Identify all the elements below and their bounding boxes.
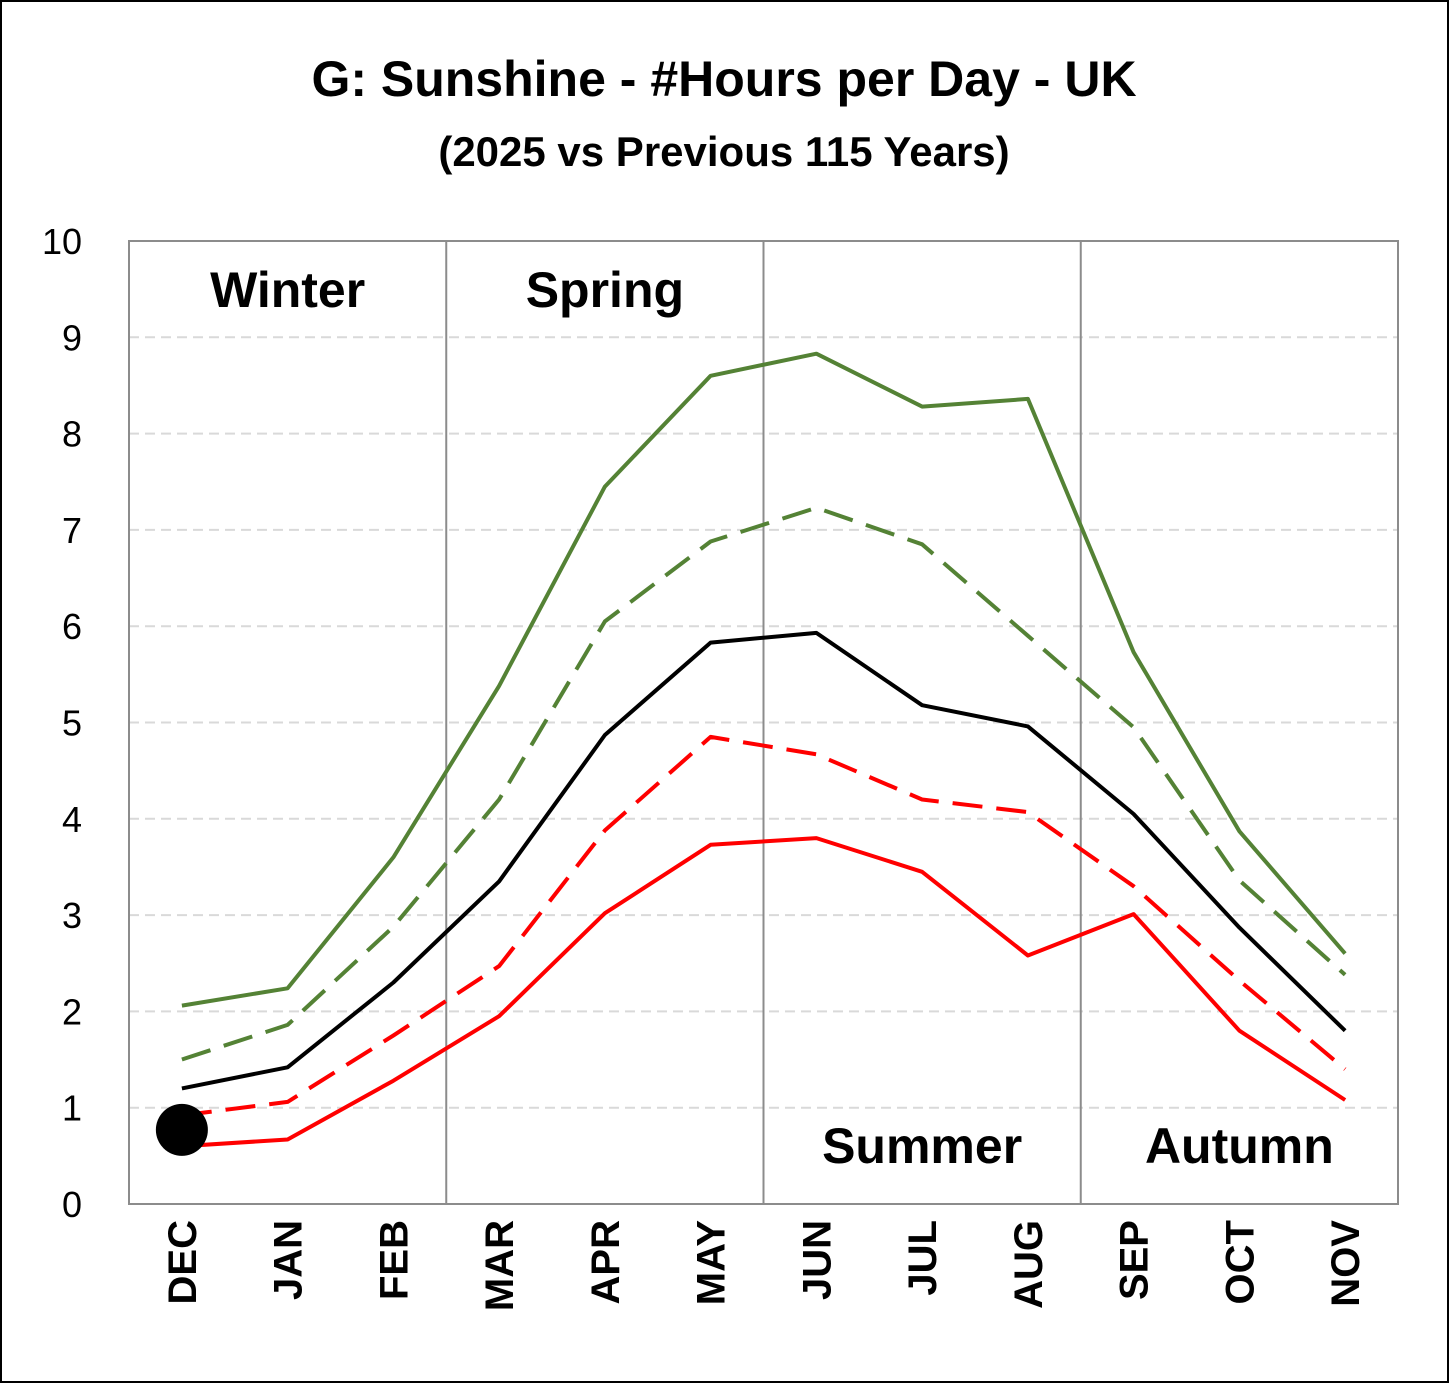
highlight-point-marker	[155, 1103, 208, 1156]
grid-layer	[129, 336, 1398, 1109]
y-tick-label: 1	[62, 1088, 82, 1129]
y-tick-label: 8	[62, 414, 82, 455]
chart-title: G: Sunshine - #Hours per Day - UK	[311, 51, 1136, 107]
x-tick-label: JUL	[901, 1220, 945, 1296]
season-label: Summer	[822, 1118, 1022, 1174]
y-tick-label: 2	[62, 991, 82, 1032]
x-tick-label: FEB	[372, 1220, 416, 1300]
series-layer	[155, 351, 1347, 1156]
series-line-3	[181, 734, 1347, 1118]
axis-layer	[128, 240, 1399, 1205]
plot-area-border	[128, 240, 1399, 1205]
x-tick-label: APR	[584, 1220, 628, 1305]
series-line-0	[181, 351, 1347, 1008]
y-tick-label: 7	[62, 510, 82, 551]
x-tick-label: SEP	[1113, 1220, 1157, 1300]
y-tick-label: 10	[42, 221, 82, 262]
x-tick-label: MAY	[690, 1220, 734, 1306]
x-tick-label: DEC	[161, 1220, 205, 1304]
season-label: Autumn	[1145, 1118, 1334, 1174]
label-layer: 0 1 2 3 4 5 6 7 8 9 10 DEC JAN FEB MAR APR MAY JUN JUL AUG S…	[42, 221, 1368, 1311]
x-tick-label: MAR	[478, 1220, 522, 1311]
season-label: Spring	[526, 262, 684, 318]
y-tick-label: 9	[62, 317, 82, 358]
season-label: Winter	[210, 262, 365, 318]
season-dividers	[445, 241, 1082, 1204]
chart-subtitle: (2025 vs Previous 115 Years)	[438, 128, 1009, 175]
y-tick-label: 6	[62, 606, 82, 647]
y-tick-label: 5	[62, 703, 82, 744]
series-line-4	[181, 836, 1347, 1149]
x-tick-label: JUN	[795, 1220, 839, 1300]
y-tick-label: 4	[62, 799, 82, 840]
y-tick-label: 0	[62, 1184, 82, 1225]
y-tick-label: 3	[62, 895, 82, 936]
series-line-2	[181, 630, 1347, 1091]
series-line-1	[181, 505, 1347, 1062]
x-tick-label: JAN	[267, 1220, 311, 1300]
x-tick-label: OCT	[1218, 1220, 1262, 1304]
x-tick-label: NOV	[1324, 1220, 1368, 1307]
x-tick-label: AUG	[1007, 1220, 1051, 1309]
